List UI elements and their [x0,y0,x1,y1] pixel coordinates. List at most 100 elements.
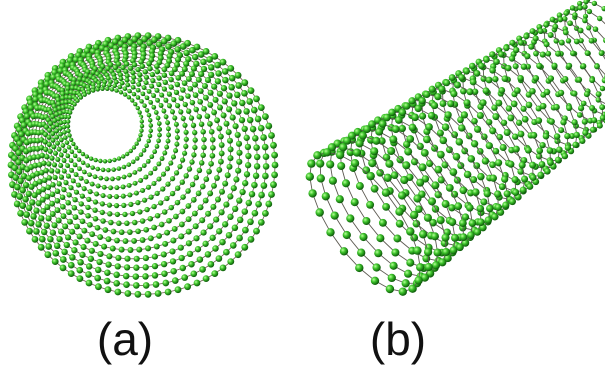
atom [135,87,141,93]
atom [436,216,445,225]
atom [128,201,134,207]
atom [155,41,163,48]
atom [31,192,38,199]
atom [572,12,578,18]
atom [370,276,380,285]
atom [17,210,24,217]
atom [537,171,545,179]
atom [192,137,198,143]
atom [511,176,519,184]
atom [410,210,419,220]
atom [216,125,223,132]
atom [112,83,117,89]
atom [173,148,179,154]
atom [539,141,546,149]
atom [81,51,88,59]
atom [219,188,225,195]
atom [471,88,479,96]
atom [111,167,116,172]
atom [163,97,169,103]
atom [48,120,54,126]
atom [455,243,464,252]
atom [495,99,503,107]
atom [149,154,155,160]
atom [378,119,387,128]
atom [122,272,130,280]
atom [491,213,499,221]
inner-opening [118,115,142,128]
atom [161,86,167,92]
atom [193,279,201,287]
atom [94,274,102,282]
atom [185,203,192,209]
atom [58,120,64,126]
atom [368,120,376,129]
atom [116,220,122,227]
atom [138,178,144,183]
atom [55,217,62,224]
atom [195,190,202,197]
atom [67,133,72,138]
atom [171,225,178,232]
atom [434,93,442,101]
atom [89,231,96,238]
atom [503,190,511,198]
atom [65,124,71,129]
atom [441,200,450,208]
atom [398,108,407,117]
atom [246,98,254,105]
atom [60,143,66,148]
atom [347,131,356,140]
atom [43,222,50,229]
atom [543,41,550,48]
atom [178,221,185,228]
atom [87,189,93,195]
atom [16,193,24,200]
atom [158,221,165,228]
atom [418,97,426,105]
atom [151,262,159,270]
atom [521,175,529,183]
atom [172,115,178,121]
atom [197,204,204,211]
atom [54,128,60,134]
atom [92,207,98,213]
atom [468,219,477,228]
atom [193,106,199,113]
atom [121,174,127,180]
atom [179,70,186,77]
atom [158,200,164,206]
atom [144,95,150,101]
atom [242,226,249,234]
atom [76,157,82,162]
atom [441,123,450,131]
atom [515,119,523,126]
atom [330,211,339,220]
atom [84,154,90,159]
atom [82,169,87,175]
atom [174,135,180,141]
atom [38,215,45,222]
atom [523,33,530,40]
atom [581,118,588,125]
atom [537,28,544,35]
atom [265,200,273,208]
atom [257,219,265,226]
atom [583,0,589,5]
atom [262,172,269,180]
atom [12,174,20,181]
atom [218,142,225,148]
atom [231,224,239,232]
atom [46,161,52,167]
atom [35,200,42,207]
atom [524,53,531,60]
atom [598,50,605,57]
atom [570,50,576,57]
atom [580,100,587,107]
atom [186,108,192,114]
atom [389,261,398,270]
atom [207,190,214,197]
atom [132,180,138,186]
atom [271,171,278,179]
atom [166,53,173,60]
